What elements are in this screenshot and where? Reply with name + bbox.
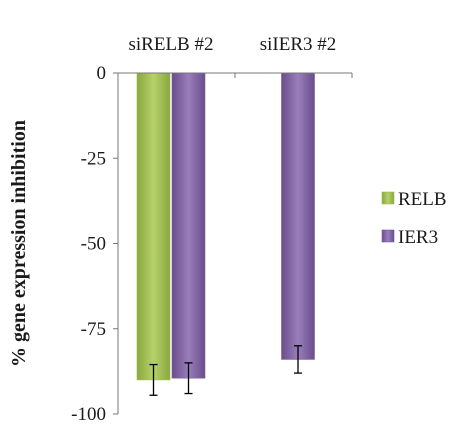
y-tick-label: -100 — [71, 404, 106, 425]
y-tick-label: -75 — [81, 319, 106, 340]
bar-ier3-0 — [171, 72, 206, 379]
y-tick-label: 0 — [97, 63, 107, 84]
y-axis-title: % gene expression inhibition — [8, 120, 30, 367]
category-label: siIER3 #2 — [260, 34, 337, 55]
legend-label-relb: RELB — [398, 189, 447, 210]
category-label: siRELB #2 — [129, 34, 214, 55]
legend-label-ier3: IER3 — [398, 227, 438, 248]
bar-relb-0 — [136, 72, 171, 381]
bar-ier3-1 — [281, 72, 315, 360]
legend-swatch-relb — [381, 191, 395, 205]
legend-swatch-ier3 — [381, 229, 395, 243]
y-tick-label: -50 — [81, 234, 106, 255]
y-tick-label: -25 — [81, 148, 106, 169]
